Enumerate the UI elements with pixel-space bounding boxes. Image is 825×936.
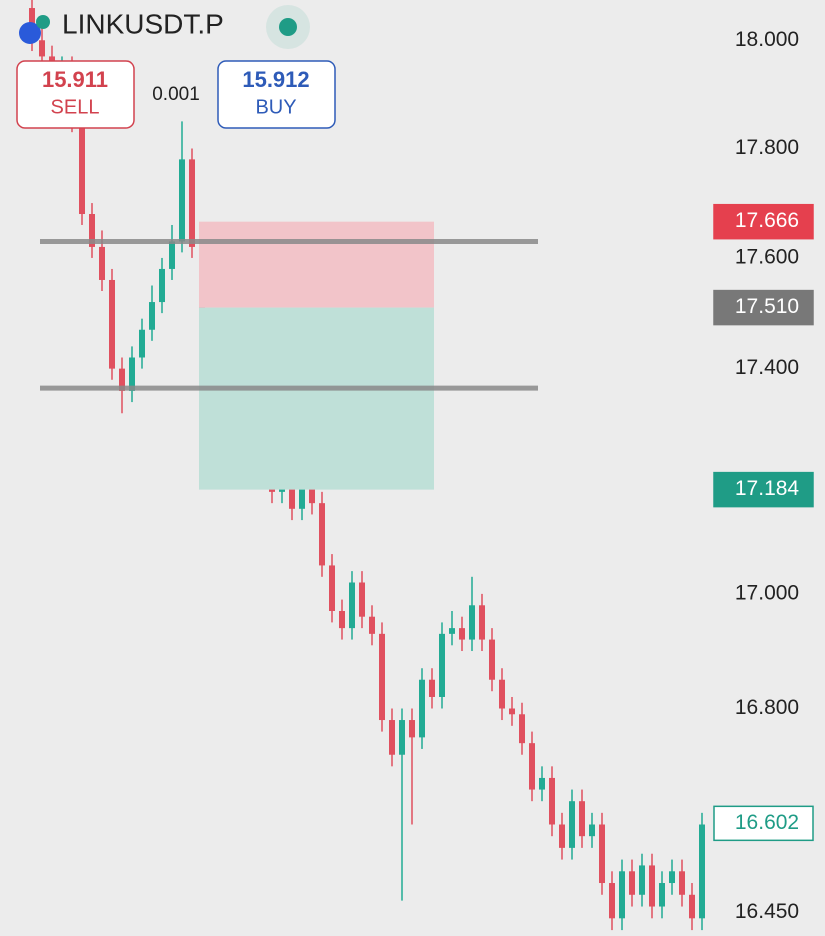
candle-body <box>159 268 165 303</box>
candle-body <box>639 865 645 895</box>
candle-body <box>79 121 85 215</box>
buy-price: 15.912 <box>242 67 309 92</box>
candle-body <box>419 679 425 738</box>
candle-body <box>169 241 175 269</box>
candle-body <box>619 871 625 919</box>
buy-button[interactable] <box>217 60 336 129</box>
price-tag <box>713 203 814 240</box>
price-tag <box>713 471 814 508</box>
candle-body <box>699 824 705 919</box>
header: LINKUSDT.P 15.911 SELL 0.001 15.912 BUY <box>16 5 336 129</box>
candle-body <box>299 480 305 509</box>
candle-body <box>329 565 335 611</box>
candle-body <box>479 605 485 640</box>
candle-body <box>629 871 635 895</box>
stop-zone <box>199 221 434 308</box>
candle-body <box>559 824 565 848</box>
y-tick-label: 17.800 <box>735 136 799 159</box>
y-tick-label: 17.600 <box>735 245 799 268</box>
status-dot <box>279 18 297 36</box>
candle-body <box>529 743 535 790</box>
candle-body <box>599 824 605 884</box>
candle-body <box>549 777 555 825</box>
candle-body <box>309 480 315 504</box>
candle-body <box>539 777 545 790</box>
exchange-icon <box>36 15 50 29</box>
candle-body <box>589 824 595 837</box>
spread: 0.001 <box>152 84 200 105</box>
candle-body <box>319 503 325 566</box>
candle-body <box>339 610 345 629</box>
candle-body <box>179 159 185 242</box>
candle-body <box>289 486 295 509</box>
candle-body <box>389 720 395 755</box>
price-tag-label: 17.184 <box>735 477 800 500</box>
candle-body <box>509 708 515 715</box>
candle-body <box>569 801 575 848</box>
y-tick-label: 16.450 <box>735 900 799 923</box>
candle-body <box>369 616 375 634</box>
candle-body <box>449 628 455 634</box>
candle-body <box>109 279 115 369</box>
candle-body <box>89 214 95 247</box>
candle-body <box>519 714 525 744</box>
y-tick-label: 17.000 <box>735 581 799 604</box>
candle-body <box>459 628 465 640</box>
price-tag-label: 17.666 <box>735 209 799 232</box>
candle-body <box>579 801 585 837</box>
y-tick-label: 17.400 <box>735 356 799 379</box>
candle-body <box>499 679 505 709</box>
y-tick-label: 18.000 <box>735 28 799 51</box>
candle-body <box>399 720 405 755</box>
price-tag <box>713 289 814 326</box>
candle-body <box>139 329 145 358</box>
price-tag-label: 16.602 <box>735 811 799 834</box>
y-tick-label: 16.800 <box>735 696 799 719</box>
sell-label: SELL <box>51 96 100 118</box>
price-tag <box>713 805 814 842</box>
candle-body <box>359 582 365 617</box>
candle-body <box>149 302 155 330</box>
candle-body <box>39 40 45 57</box>
candle-body <box>409 720 415 738</box>
sell-price: 15.911 <box>42 67 108 92</box>
candle-body <box>439 633 445 697</box>
candle-body <box>679 871 685 895</box>
sell-button[interactable] <box>16 60 135 129</box>
candle-body <box>129 357 135 391</box>
candle-body <box>689 894 695 919</box>
candle-body <box>99 246 105 280</box>
candle-body <box>469 605 475 640</box>
front-layer: 18.000 17.800 17.600 17.400 17.000 16.800 16.4… <box>713 28 814 923</box>
candle-body <box>379 633 385 721</box>
candle-body <box>489 639 495 680</box>
back-layer <box>40 221 538 490</box>
candle-body <box>649 865 655 907</box>
candle-body <box>609 883 615 919</box>
candle-body <box>189 159 195 247</box>
candle-body <box>659 883 665 907</box>
symbol: LINKUSDT.P <box>62 8 224 39</box>
candle-body <box>349 582 355 629</box>
buy-label: BUY <box>255 96 296 118</box>
candle-body <box>669 871 675 884</box>
candle-body <box>429 679 435 697</box>
candle-body <box>119 368 125 391</box>
price-tag-label: 17.510 <box>735 295 799 318</box>
target-zone <box>199 307 434 490</box>
symbol-icon <box>19 22 41 44</box>
